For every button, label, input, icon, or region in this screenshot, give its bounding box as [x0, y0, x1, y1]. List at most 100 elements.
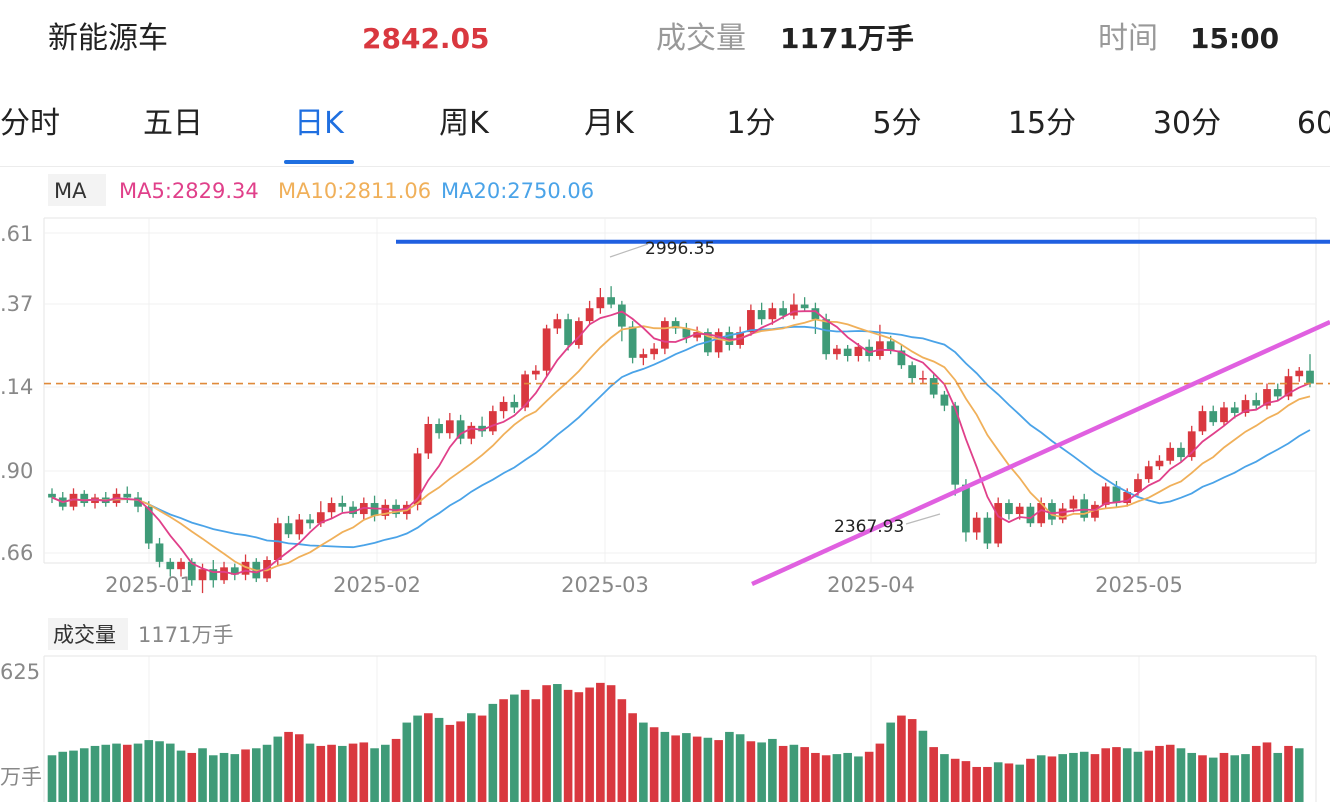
volume-bar	[230, 754, 240, 802]
date-tick-label: 2025-02	[333, 573, 421, 597]
ma10-legend: MA10:2811.06	[278, 179, 431, 203]
ma-legend-label: MA	[54, 179, 87, 203]
ma5-legend: MA5:2829.34	[119, 179, 259, 203]
volume-bar	[940, 754, 949, 802]
volume-bar	[735, 734, 745, 802]
volume-bar	[1187, 752, 1197, 802]
volume-bar	[961, 761, 971, 802]
candle-body	[886, 341, 895, 351]
volume-bar	[972, 766, 981, 802]
candle-body	[714, 332, 723, 353]
tab-intraday[interactable]: 分时	[0, 106, 60, 141]
candle-body	[542, 328, 551, 371]
volume-bar	[854, 756, 863, 802]
candle-body	[80, 493, 89, 504]
price-tick-label: .90	[0, 459, 33, 483]
candle-body	[435, 424, 443, 434]
tab-15min[interactable]: 15分	[1007, 106, 1077, 141]
volume-bar	[768, 738, 777, 802]
candle-body	[876, 341, 884, 356]
volume-bar	[1101, 748, 1111, 802]
candle-body	[155, 543, 164, 562]
ma5-line	[51, 310, 1311, 576]
volume-bar	[660, 731, 670, 802]
candle-body	[650, 348, 658, 355]
tab-five-day[interactable]: 五日	[143, 106, 203, 141]
price-tick-label: .66	[0, 541, 33, 565]
volume-bar	[488, 703, 498, 802]
tab-30min[interactable]: 30分	[1152, 106, 1222, 141]
tab-60min[interactable]: 60	[1296, 106, 1330, 141]
candle-body	[241, 561, 250, 575]
tab-daily-k[interactable]: 日K	[294, 106, 344, 141]
volume-bar	[553, 684, 562, 802]
candle-body	[381, 504, 390, 516]
candle-body	[1273, 389, 1282, 397]
volume-bar	[778, 745, 788, 802]
volume-bar	[47, 755, 57, 802]
volume-bar	[1155, 745, 1164, 802]
volume-bar	[617, 699, 627, 802]
tab-weekly-k[interactable]: 周K	[439, 106, 489, 141]
candle-body	[295, 519, 304, 535]
candle-body	[1198, 411, 1207, 432]
candle-body	[424, 424, 433, 454]
time-label: 时间	[1098, 21, 1158, 56]
candle-body	[521, 374, 529, 408]
volume-bar	[993, 762, 1003, 802]
volume-bar	[198, 748, 207, 802]
candle-body	[564, 319, 572, 345]
candle-body	[693, 332, 701, 338]
candle-body	[1306, 370, 1314, 384]
support-trend-line[interactable]	[751, 319, 1330, 587]
volume-bar	[843, 752, 852, 802]
tab-monthly-k[interactable]: 月K	[584, 106, 634, 141]
volume-bar	[273, 736, 283, 802]
tab-5min[interactable]: 5分	[872, 106, 922, 141]
volume-bar	[316, 745, 326, 802]
candle-body	[1144, 466, 1153, 480]
tab-1min[interactable]: 1分	[726, 106, 776, 141]
volume-bar	[542, 685, 551, 802]
volume-bar	[639, 722, 648, 802]
candle-body	[316, 512, 325, 524]
volume-bar	[155, 741, 164, 802]
candle-body	[1187, 431, 1196, 458]
candle-body	[822, 319, 831, 355]
volume-bar	[1112, 747, 1121, 802]
candle-body	[349, 506, 357, 515]
volume-bar	[413, 715, 422, 802]
volume-bar	[1036, 755, 1046, 802]
time-value: 15:00	[1190, 22, 1280, 55]
candle-body	[574, 321, 583, 345]
volume-legend-box	[48, 618, 128, 650]
date-tick-label: 2025-01	[105, 573, 193, 597]
volume-bar	[886, 722, 895, 802]
last-price: 2842.05	[362, 22, 490, 55]
volume-bar	[445, 724, 455, 802]
high-annotation-leader	[609, 243, 649, 258]
candle-body	[284, 523, 293, 535]
index-name: 新能源车	[48, 21, 168, 56]
volume-bar	[531, 699, 541, 802]
volume-bar	[58, 751, 68, 802]
low-annotation: 2367.93	[834, 517, 904, 537]
volume-bar	[112, 743, 121, 802]
candle-body	[187, 561, 196, 581]
candle-body	[467, 425, 476, 439]
volume-legend-value: 1171万手	[138, 623, 233, 647]
candle-body	[596, 297, 605, 309]
candle-body	[413, 453, 422, 505]
candle-body	[478, 425, 486, 432]
volume-bar	[133, 743, 143, 802]
volume-bar	[983, 766, 992, 802]
candle-body	[553, 319, 562, 329]
candle-body	[790, 304, 798, 316]
volume-bar	[251, 748, 261, 802]
candle-body	[1209, 411, 1218, 423]
price-tick-label: .14	[0, 375, 33, 399]
candle-body	[445, 420, 454, 434]
volume-bar	[122, 744, 132, 802]
candle-body	[908, 365, 917, 379]
volume-bar	[1176, 748, 1186, 802]
